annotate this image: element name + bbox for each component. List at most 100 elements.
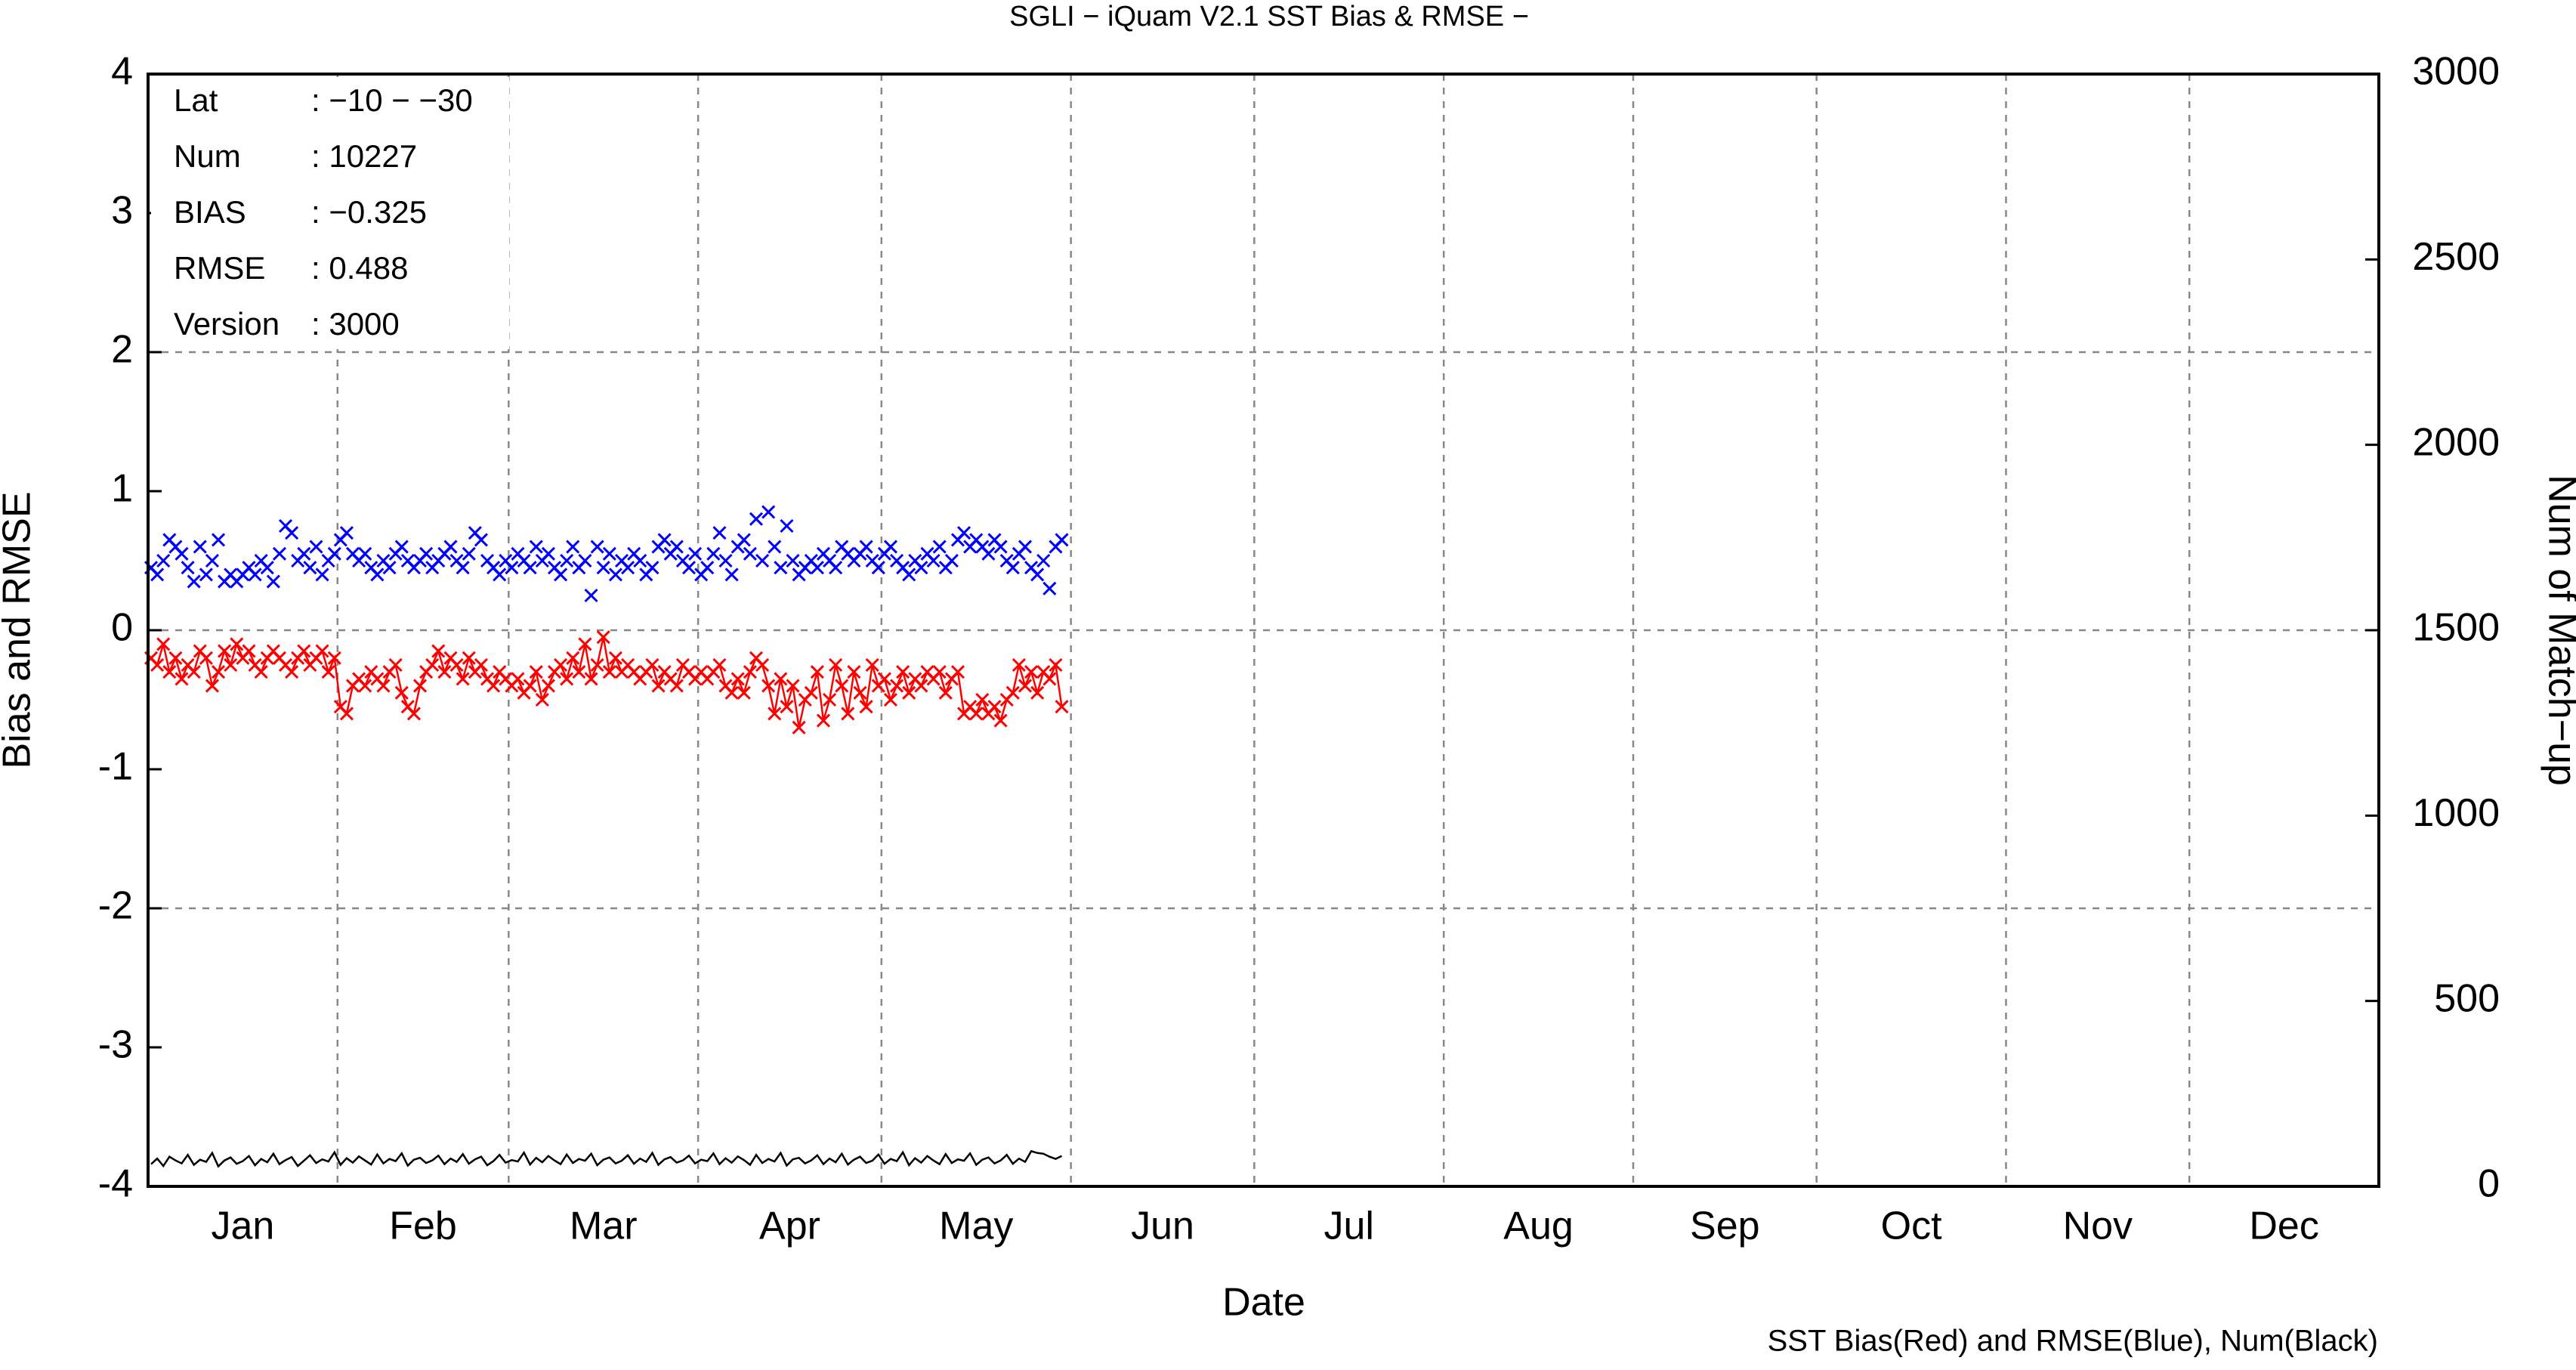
data-point — [175, 546, 189, 561]
data-point — [566, 540, 580, 554]
data-point — [187, 665, 201, 679]
data-point — [554, 567, 568, 582]
data-point — [774, 561, 788, 575]
data-point — [730, 672, 745, 686]
data-point — [248, 567, 262, 582]
data-point — [871, 561, 885, 575]
info-label: Version — [174, 306, 280, 342]
data-point — [718, 553, 733, 568]
data-point — [749, 512, 764, 526]
data-point — [315, 567, 329, 582]
data-point — [339, 707, 354, 721]
data-point — [810, 561, 824, 575]
y-tick-label: 0 — [111, 606, 133, 650]
data-point — [596, 630, 610, 645]
data-point — [376, 679, 391, 693]
data-point — [303, 561, 317, 575]
info-value: : 0.488 — [311, 250, 408, 286]
data-point — [993, 540, 1008, 554]
data-point — [847, 665, 861, 679]
data-point — [865, 657, 879, 673]
data-point — [755, 657, 770, 673]
data-point — [712, 657, 727, 673]
data-point — [737, 533, 751, 547]
data-point — [205, 553, 220, 568]
y-tick-label: -1 — [98, 745, 133, 789]
info-value: : 3000 — [311, 306, 400, 342]
data-point — [774, 672, 788, 686]
data-point — [443, 540, 458, 554]
data-point — [737, 685, 751, 700]
data-point — [449, 657, 464, 673]
data-point — [926, 553, 941, 568]
data-point — [792, 720, 806, 734]
data-point — [1018, 540, 1033, 554]
data-point — [162, 665, 177, 679]
x-tick-label: May — [939, 1205, 1013, 1248]
data-point — [761, 679, 776, 693]
data-point — [156, 637, 171, 651]
data-point — [425, 657, 440, 673]
y-tick-label: 3 — [111, 189, 133, 233]
data-point — [596, 561, 610, 575]
data-point — [724, 567, 739, 582]
data-point — [412, 679, 428, 693]
data-point — [669, 679, 684, 693]
data-point — [474, 657, 488, 673]
x-tick-label: Sep — [1690, 1205, 1760, 1248]
data-point — [211, 533, 226, 547]
data-point — [505, 561, 519, 575]
data-point — [394, 685, 409, 700]
data-point — [541, 546, 555, 561]
data-point — [896, 665, 910, 679]
data-point — [187, 574, 201, 589]
data-point — [388, 657, 403, 673]
data-point — [156, 553, 171, 568]
x-tick-label: Jun — [1131, 1205, 1194, 1248]
data-point — [419, 546, 434, 561]
data-point — [566, 651, 580, 665]
x-tick-label: Apr — [759, 1205, 820, 1248]
data-point — [578, 637, 592, 651]
footer-note: SST Bias(Red) and RMSE(Blue), Num(Black) — [1768, 1325, 2378, 1358]
data-point — [914, 561, 928, 575]
data-point — [309, 540, 323, 554]
data-point — [224, 657, 238, 673]
data-point — [285, 665, 299, 679]
data-point — [981, 546, 996, 561]
data-point — [1049, 657, 1063, 673]
data-point — [950, 665, 965, 679]
data-point — [327, 546, 341, 561]
data-point — [1012, 657, 1026, 673]
data-point — [315, 644, 329, 658]
y-tick-label: 4 — [111, 50, 133, 94]
data-point — [260, 561, 274, 575]
x-tick-label: Nov — [2063, 1205, 2133, 1248]
y-tick-label: -2 — [98, 884, 133, 928]
data-point — [890, 679, 904, 693]
data-point — [437, 665, 452, 679]
data-point — [602, 546, 616, 561]
data-point — [199, 651, 213, 665]
data-point — [645, 657, 659, 673]
data-point — [987, 700, 1002, 714]
data-point — [768, 540, 782, 554]
data-point — [657, 533, 672, 547]
data-point — [370, 567, 385, 582]
info-value: : −10 − −30 — [311, 82, 473, 118]
data-point — [993, 713, 1008, 728]
y2-tick-label: 500 — [2434, 976, 2500, 1020]
x-tick-label: Jul — [1324, 1205, 1374, 1248]
data-point — [297, 546, 311, 561]
data-point — [1036, 553, 1051, 568]
data-point — [768, 707, 782, 721]
data-point — [975, 692, 990, 707]
data-point — [584, 588, 598, 603]
data-point — [633, 553, 647, 568]
data-point — [560, 553, 574, 568]
y-tick-label: 2 — [111, 328, 133, 372]
x-tick-label: Aug — [1503, 1205, 1574, 1248]
data-point — [859, 540, 873, 554]
y2-tick-label: 1000 — [2412, 791, 2500, 835]
data-point — [358, 546, 372, 561]
